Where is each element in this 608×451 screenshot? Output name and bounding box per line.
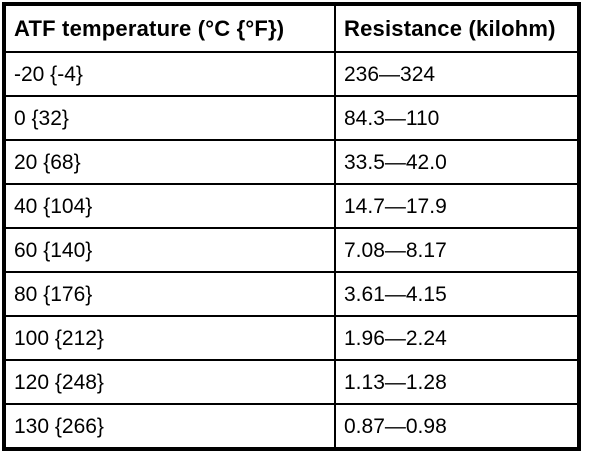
resistance-cell: 3.61—4.15 (334, 271, 580, 317)
table-row: 120 {248} 1.13—1.28 (3, 359, 580, 405)
temperature-cell: -20 {-4} (3, 51, 336, 97)
table-row: -20 {-4} 236—324 (3, 51, 580, 97)
resistance-cell: 84.3—110 (334, 95, 580, 141)
resistance-cell: 0.87—0.98 (334, 403, 580, 450)
table-row: 60 {140} 7.08—8.17 (3, 227, 580, 273)
resistance-cell: 1.96—2.24 (334, 315, 580, 361)
atf-temperature-resistance-table: ATF temperature (°C {°F}) Resistance (ki… (2, 2, 581, 451)
resistance-cell: 7.08—8.17 (334, 227, 580, 273)
scanned-manual-page: ATF temperature (°C {°F}) Resistance (ki… (2, 2, 581, 451)
table-header-row: ATF temperature (°C {°F}) Resistance (ki… (3, 3, 580, 53)
temperature-cell: 40 {104} (3, 183, 336, 229)
table-row: 20 {68} 33.5—42.0 (3, 139, 580, 185)
resistance-cell: 1.13—1.28 (334, 359, 580, 405)
table-row: 80 {176} 3.61—4.15 (3, 271, 580, 317)
column-header-atf-temperature: ATF temperature (°C {°F}) (3, 3, 336, 53)
temperature-cell: 60 {140} (3, 227, 336, 273)
temperature-cell: 100 {212} (3, 315, 336, 361)
resistance-cell: 14.7—17.9 (334, 183, 580, 229)
temperature-cell: 120 {248} (3, 359, 336, 405)
table-row: 0 {32} 84.3—110 (3, 95, 580, 141)
table-row: 100 {212} 1.96—2.24 (3, 315, 580, 361)
temperature-cell: 130 {266} (3, 403, 336, 450)
temperature-cell: 80 {176} (3, 271, 336, 317)
column-header-resistance: Resistance (kilohm) (334, 3, 580, 53)
table-row: 130 {266} 0.87—0.98 (3, 403, 580, 450)
resistance-cell: 33.5—42.0 (334, 139, 580, 185)
temperature-cell: 20 {68} (3, 139, 336, 185)
resistance-cell: 236—324 (334, 51, 580, 97)
table-row: 40 {104} 14.7—17.9 (3, 183, 580, 229)
temperature-cell: 0 {32} (3, 95, 336, 141)
